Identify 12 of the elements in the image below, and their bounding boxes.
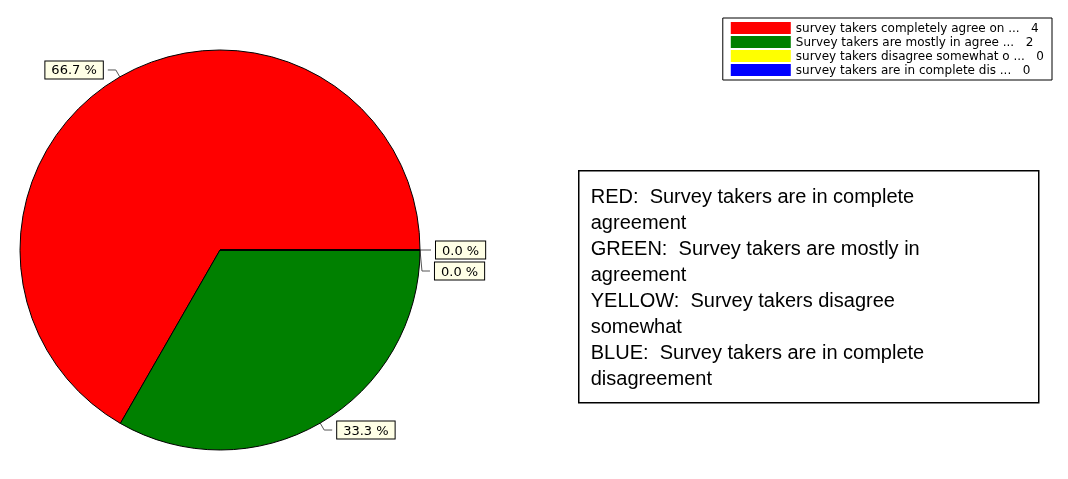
text: 0.0 %	[442, 242, 480, 258]
data-label: 33.3 %	[343, 422, 389, 438]
text: BLUE: Survey takers are in complete disagreement	[590, 340, 930, 389]
data-label: 66.7 %	[51, 62, 97, 78]
legend-label: survey takers are in complete dis ... 0	[795, 63, 1031, 77]
legend-label: survey takers completely agree on ... 4	[795, 21, 1039, 35]
text: RED: Survey takers are in complete agreement	[590, 184, 920, 233]
legend-label: Survey takers are mostly in agree ... 2	[795, 35, 1034, 49]
legend-label: survey takers disagree somewhat o ... 0	[795, 49, 1044, 63]
text: GREEN: Survey takers are mostly in agreement	[590, 236, 926, 285]
text: 0.0 %	[440, 263, 479, 279]
text: YELLOW: Survey takers disagree somewhat	[590, 288, 901, 337]
